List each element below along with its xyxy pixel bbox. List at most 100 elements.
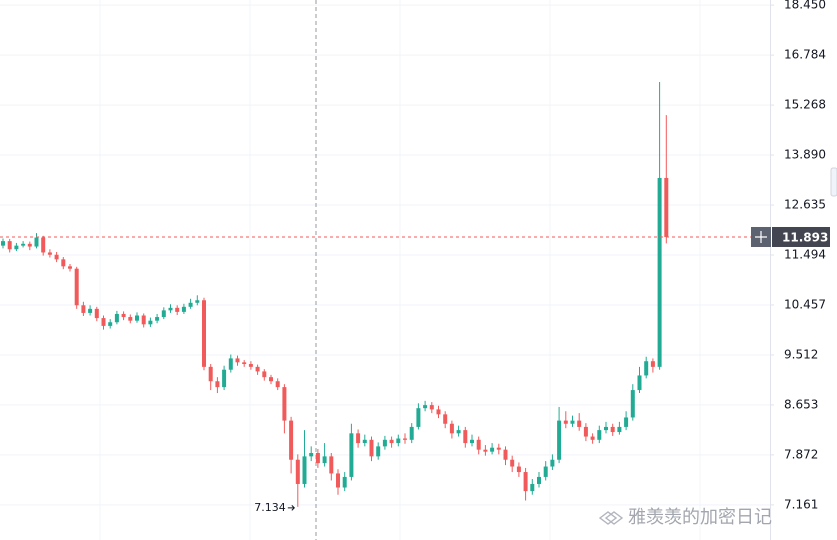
y-tick-label: 11.494 [784,248,826,262]
candle-body [242,362,247,365]
candle-body [309,453,314,457]
candle-body [336,473,340,488]
y-tick-label: 13.890 [784,148,826,162]
y-tick-label: 7.872 [784,447,818,461]
candle-body [583,426,588,437]
candle-body [329,456,334,474]
candle-body [41,237,46,253]
price-label: 11.893 [782,230,828,244]
candle-body [510,459,515,467]
candle-body [429,405,434,410]
candle-body [262,371,267,378]
candle-body [644,361,649,376]
candle-body [222,369,227,388]
candle-body [188,302,193,307]
candle-body [356,433,361,444]
candle-body [577,420,582,427]
candles [1,82,669,507]
candle-body [409,426,414,440]
candle-body [108,322,113,326]
candle-body [181,306,186,312]
candle-body [235,358,240,363]
candle-body [449,423,454,434]
candle-body [610,426,615,433]
candle-body [396,438,401,444]
candle-body [416,408,421,427]
candle-body [228,358,233,370]
candle-body [342,476,347,488]
candle-body [362,439,367,444]
candle-body [650,361,655,367]
scale-handle[interactable] [830,167,837,197]
candle-body [470,439,474,444]
candle-body [389,439,394,444]
candle-body [349,433,354,477]
candle-body [443,414,448,424]
candle-body [557,420,562,460]
candle-body [382,439,387,447]
candle-body [590,436,595,440]
candle-body [27,243,32,247]
candle-body [195,300,200,303]
candle-body [68,266,72,269]
candle-body [114,313,119,323]
watermark-icon [598,511,624,525]
add-icon [755,230,767,243]
candle-body [248,364,253,367]
y-tick-label: 16.784 [784,48,826,62]
candle-body [503,449,508,460]
candle-body [624,417,629,427]
low-arrow [287,505,296,511]
candle-body [403,438,407,440]
candle-body [376,446,381,457]
y-tick-label: 18.450 [784,0,826,12]
candle-body [94,308,99,319]
candle-body [617,426,622,433]
candle-body [208,366,213,382]
candle-body [175,307,180,312]
candle-body [530,483,535,492]
candle-body [664,177,669,237]
candle-body [7,241,12,250]
overlay: 7.134 11.893 [0,226,830,514]
y-tick-label: 10.457 [784,297,826,311]
candle-body [148,320,153,325]
candle-body [74,268,79,306]
candle-body [369,439,374,457]
candle-body [61,259,66,267]
candle-body [101,318,106,326]
y-tick-label: 15.268 [784,98,826,112]
candle-body [202,300,206,367]
low-label: 7.134 [254,501,286,514]
candle-body [516,466,521,473]
y-tick-label: 8.653 [784,397,818,411]
candle-body [135,315,139,321]
candle-body [423,405,428,409]
y-tick-label: 9.512 [784,347,818,361]
candle-body [81,305,86,313]
y-tick-label: 12.635 [784,198,826,212]
candle-body [21,243,26,246]
candle-body [604,426,608,431]
candle-body [597,430,602,440]
candle-body [168,307,173,311]
candle-body [322,456,327,464]
candle-body [657,177,662,367]
candle-body [315,453,320,464]
candle-body [463,430,468,444]
candle-body [523,472,528,492]
candle-body [543,466,548,477]
candle-body [275,381,280,388]
watermark: 雅羡羡的加密日记 [628,507,772,528]
candle-body [496,447,501,450]
candle-body [121,313,126,318]
candle-body [637,375,642,391]
candle-body [155,317,160,321]
candle-body [34,237,39,247]
candle-body [302,456,307,484]
candle-body [630,390,635,418]
candle-body [269,377,273,382]
candle-body [289,420,294,460]
